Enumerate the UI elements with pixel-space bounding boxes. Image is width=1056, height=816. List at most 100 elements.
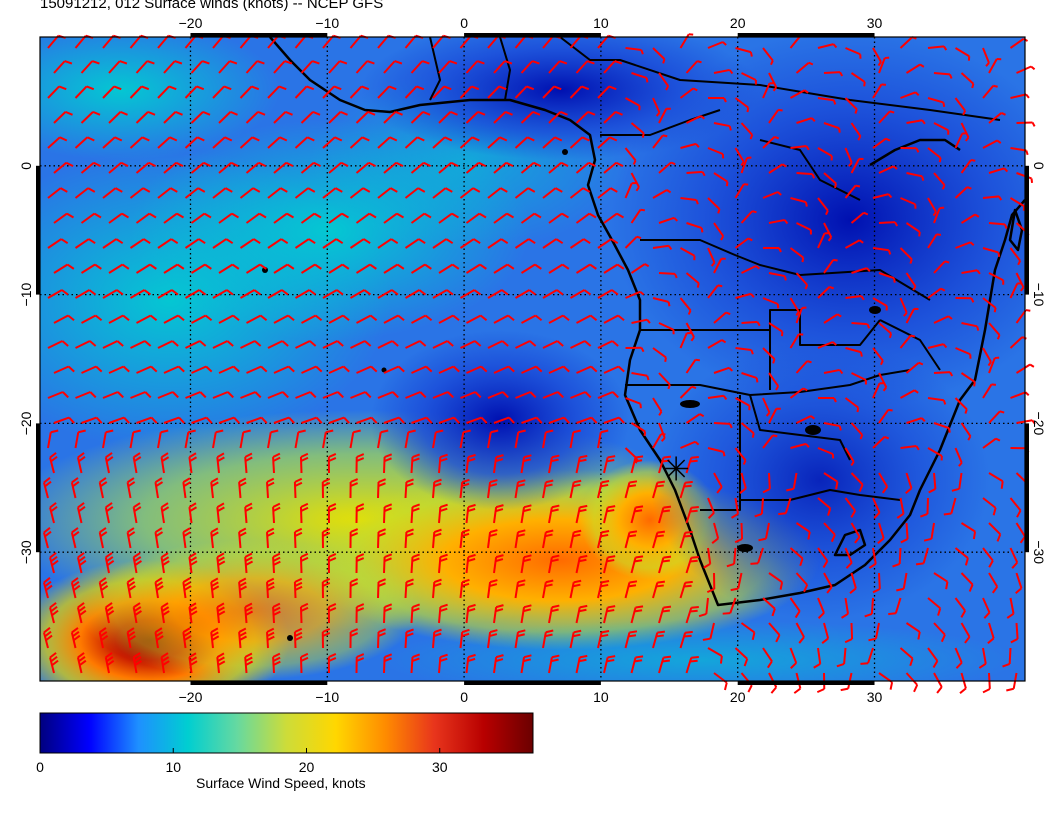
wind-barb bbox=[754, 497, 764, 518]
wind-barb bbox=[130, 289, 152, 299]
wind-barb bbox=[432, 578, 442, 599]
wind-barb bbox=[102, 85, 122, 99]
wind-barb bbox=[1009, 282, 1022, 299]
wind-barb bbox=[328, 314, 350, 324]
wind-barb bbox=[685, 322, 695, 342]
wind-barb bbox=[438, 263, 460, 274]
wind-barb bbox=[487, 629, 498, 649]
wind-barb bbox=[246, 314, 268, 324]
wind-barb bbox=[569, 429, 581, 449]
wind-barb bbox=[108, 314, 130, 324]
wind-barb bbox=[630, 263, 650, 274]
wind-barb bbox=[872, 193, 893, 199]
wind-barb bbox=[658, 605, 672, 624]
wind-barb bbox=[982, 497, 997, 516]
colorbar-tick-label: 20 bbox=[299, 759, 315, 775]
wind-barb bbox=[706, 572, 716, 594]
wind-barb bbox=[132, 452, 142, 474]
wind-barb bbox=[982, 297, 997, 313]
wind-barb bbox=[569, 579, 582, 599]
wind-barb bbox=[899, 297, 908, 317]
wind-barb bbox=[80, 110, 101, 124]
wind-barb bbox=[301, 365, 323, 374]
wind-barb bbox=[246, 416, 268, 424]
wind-barb bbox=[327, 553, 337, 574]
wind-barb bbox=[377, 136, 398, 149]
wind-barb bbox=[603, 605, 616, 624]
wind-barb bbox=[548, 554, 560, 574]
wind-barb bbox=[850, 422, 864, 440]
wind-barb bbox=[383, 603, 393, 624]
wind-barb bbox=[789, 547, 804, 567]
wind-barb bbox=[154, 627, 164, 649]
lon-tick-label-bottom: 20 bbox=[730, 689, 746, 705]
wind-barb bbox=[132, 502, 142, 524]
wind-barb bbox=[245, 161, 267, 174]
wind-barb bbox=[713, 122, 732, 131]
wind-barb bbox=[42, 477, 52, 499]
wind-barb bbox=[988, 272, 1005, 285]
wind-barb bbox=[624, 630, 638, 649]
wind-barb bbox=[570, 391, 592, 399]
wind-barb bbox=[919, 497, 929, 518]
wind-barb bbox=[190, 212, 212, 224]
wind-barb bbox=[872, 347, 884, 366]
wind-barb bbox=[514, 85, 535, 99]
wind-barb bbox=[707, 197, 721, 214]
wind-barb bbox=[707, 447, 726, 457]
wind-barb bbox=[349, 238, 371, 249]
wind-barb bbox=[1009, 197, 1026, 211]
wind-barb bbox=[265, 527, 275, 549]
wind-barb bbox=[218, 416, 240, 424]
lon-tick-label-bottom: 30 bbox=[867, 689, 883, 705]
wind-barb bbox=[272, 552, 281, 574]
wind-barb bbox=[377, 289, 399, 299]
wind-barb bbox=[542, 529, 554, 549]
colorbar-gradient bbox=[39, 712, 534, 754]
wind-barb bbox=[735, 347, 754, 355]
wind-barb bbox=[520, 60, 540, 74]
wind-barb bbox=[104, 552, 115, 574]
wind-barb bbox=[813, 647, 822, 669]
wind-barb bbox=[768, 572, 784, 590]
wind-barb bbox=[130, 391, 152, 399]
wind-barb bbox=[188, 602, 198, 624]
wind-barb bbox=[955, 347, 972, 359]
wind-barb bbox=[515, 289, 537, 299]
wind-barb bbox=[597, 238, 619, 249]
wind-barb bbox=[299, 652, 309, 674]
lat-tick-label-left: −30 bbox=[18, 540, 34, 564]
wind-barb bbox=[763, 247, 782, 253]
wind-barb bbox=[322, 85, 342, 99]
wind-barb bbox=[575, 654, 588, 674]
wind-barb bbox=[185, 289, 207, 299]
wind-barb bbox=[273, 60, 293, 74]
wind-barb bbox=[377, 85, 397, 99]
wind-barb bbox=[679, 580, 693, 599]
wind-barb bbox=[1010, 391, 1030, 399]
wind-barb bbox=[76, 552, 87, 574]
wind-barb bbox=[157, 289, 179, 299]
wind-barb bbox=[872, 382, 885, 399]
wind-barb bbox=[630, 172, 640, 192]
wind-barb bbox=[377, 238, 399, 249]
wind-barb bbox=[872, 297, 888, 311]
wind-barb bbox=[860, 647, 874, 665]
wind-barb bbox=[355, 453, 365, 474]
wind-barb bbox=[411, 314, 433, 324]
wind-barb bbox=[265, 477, 275, 499]
wind-barb bbox=[630, 422, 647, 437]
wind-barb bbox=[459, 528, 470, 549]
wind-barb bbox=[631, 72, 649, 83]
wind-barb bbox=[823, 522, 836, 543]
wind-barb bbox=[438, 110, 458, 124]
wind-barb bbox=[438, 314, 460, 324]
wind-barb bbox=[432, 528, 442, 549]
wind-barb bbox=[878, 408, 893, 424]
wind-barb bbox=[789, 333, 804, 349]
wind-barb bbox=[349, 628, 359, 649]
wind-barb bbox=[905, 63, 925, 74]
wind-barb bbox=[163, 263, 185, 274]
wind-barb bbox=[136, 416, 158, 424]
wind-barb bbox=[377, 391, 399, 399]
